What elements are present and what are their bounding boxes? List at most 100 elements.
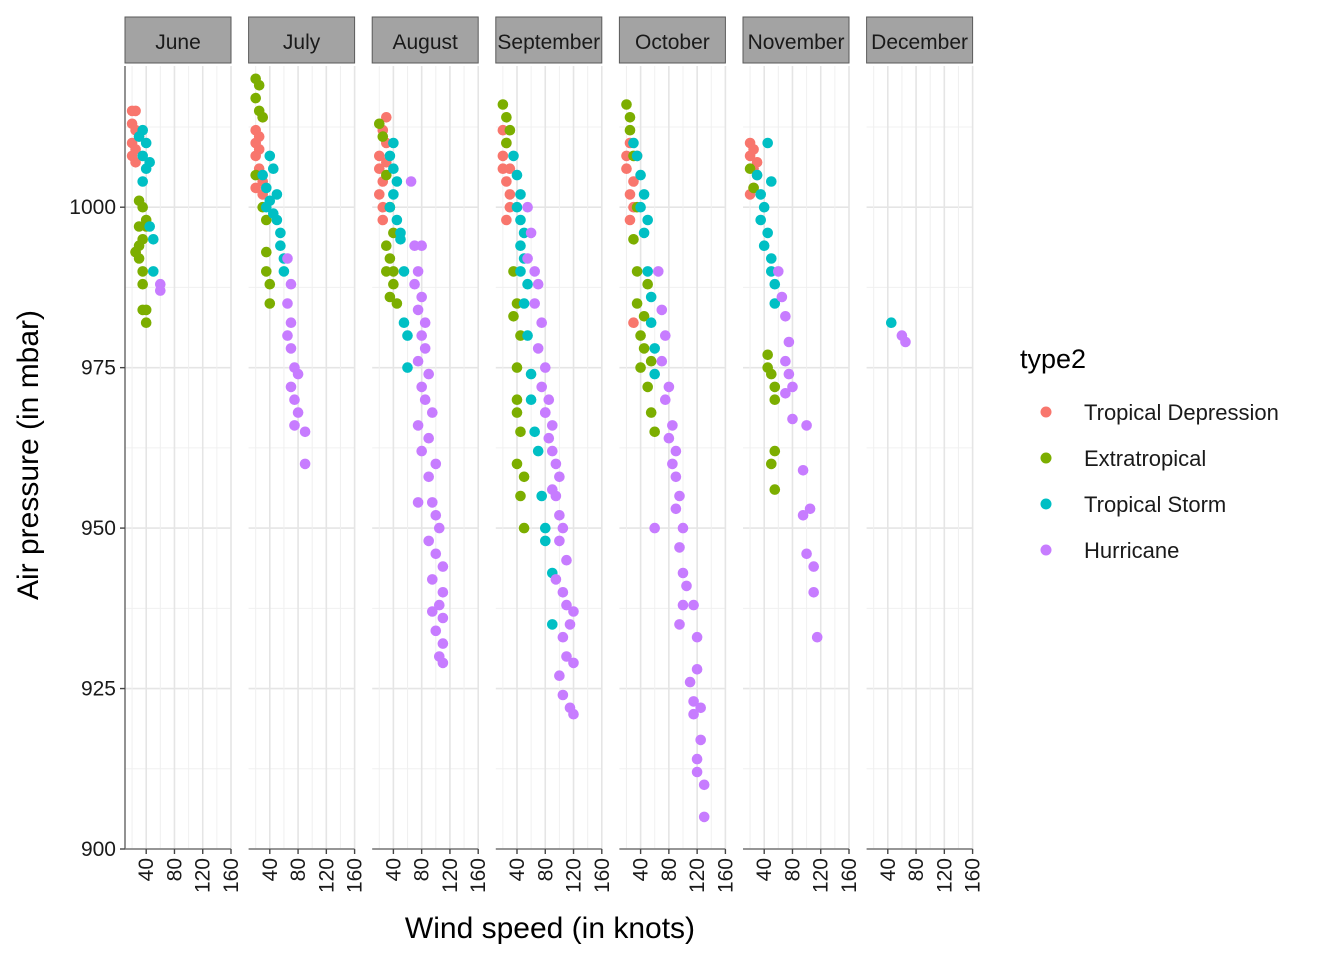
x-tick-label: 120 xyxy=(810,858,833,893)
data-point xyxy=(762,362,773,373)
data-point xyxy=(751,169,763,181)
data-point xyxy=(261,246,272,258)
x-tick-label: 80 xyxy=(905,858,928,881)
data-point xyxy=(504,163,516,174)
strip-background xyxy=(618,16,726,64)
data-point xyxy=(787,381,798,393)
data-point xyxy=(423,432,435,444)
data-point xyxy=(137,266,148,277)
data-point xyxy=(642,381,653,393)
data-point xyxy=(264,278,276,290)
data-point xyxy=(515,266,526,277)
data-point xyxy=(656,355,668,367)
x-tick-label: 160 xyxy=(591,858,614,893)
data-point xyxy=(384,253,396,264)
data-point xyxy=(511,458,523,470)
data-point xyxy=(621,163,632,174)
data-point xyxy=(522,201,533,213)
data-point xyxy=(144,157,155,168)
data-point xyxy=(547,420,558,431)
series-hurricane xyxy=(155,176,911,823)
strip-background xyxy=(248,16,356,64)
data-point xyxy=(155,285,166,296)
data-point xyxy=(419,343,431,354)
data-point xyxy=(430,625,442,637)
y-tick-label: 1000 xyxy=(69,196,116,219)
facet-panel-november: November 40 80 120 160 xyxy=(742,16,861,893)
data-point xyxy=(515,490,526,502)
data-point xyxy=(529,266,540,277)
data-point xyxy=(532,278,544,290)
data-point xyxy=(430,510,442,521)
data-point xyxy=(769,381,781,393)
data-point xyxy=(645,407,657,418)
x-tick-label: 160 xyxy=(714,858,737,893)
data-point xyxy=(688,696,699,707)
data-point xyxy=(511,362,523,373)
data-point xyxy=(384,291,396,303)
y-tick-label: 900 xyxy=(81,838,116,861)
x-tick-label: 40 xyxy=(259,858,282,881)
x-tick-label: 80 xyxy=(781,858,804,881)
data-point xyxy=(797,465,809,476)
x-tick-label: 160 xyxy=(838,858,861,893)
data-point xyxy=(292,368,304,380)
data-point xyxy=(638,311,650,322)
facet-panel-october: October 40 80 120 160 xyxy=(618,16,737,893)
data-point xyxy=(250,150,261,162)
data-point xyxy=(624,189,636,200)
legend-label-extratropical: Extratropical xyxy=(1084,446,1206,471)
strip-label-october: October xyxy=(635,31,710,54)
data-point xyxy=(405,176,417,187)
data-point xyxy=(691,664,703,675)
data-point xyxy=(285,381,297,393)
strip-background xyxy=(371,16,479,64)
data-point xyxy=(508,311,519,322)
data-point xyxy=(638,343,650,354)
data-point xyxy=(416,240,428,251)
data-point xyxy=(388,137,399,149)
data-point xyxy=(797,510,809,521)
data-point xyxy=(635,201,646,213)
data-point xyxy=(278,266,290,277)
data-point xyxy=(547,484,558,495)
y-tick-label: 925 xyxy=(81,678,116,701)
data-point xyxy=(419,394,431,406)
data-point xyxy=(621,99,632,110)
data-point xyxy=(268,163,279,174)
data-point xyxy=(698,811,710,823)
data-point xyxy=(635,330,646,341)
data-point xyxy=(261,214,272,226)
data-point xyxy=(289,394,300,406)
data-point xyxy=(427,407,438,418)
data-point xyxy=(808,587,819,598)
data-point xyxy=(434,599,445,611)
data-point xyxy=(649,368,660,380)
data-point xyxy=(624,214,636,226)
facet-panel-july: July 40 80 120 160 xyxy=(248,16,367,893)
data-point xyxy=(642,214,653,226)
data-point xyxy=(250,182,261,194)
data-point xyxy=(557,522,569,534)
data-point xyxy=(568,657,579,669)
data-point xyxy=(285,317,297,329)
data-point xyxy=(769,394,781,406)
legend-key-extratropical xyxy=(1040,452,1052,464)
data-point xyxy=(628,137,639,149)
data-point xyxy=(691,753,703,765)
legend-key-tropical-depression xyxy=(1040,406,1052,418)
data-point xyxy=(261,201,272,213)
data-point xyxy=(773,266,784,277)
data-point xyxy=(388,278,399,290)
data-point xyxy=(744,163,756,174)
data-point xyxy=(271,214,283,226)
data-point xyxy=(419,317,431,329)
data-point xyxy=(649,343,660,354)
data-point xyxy=(688,708,699,720)
data-point xyxy=(568,606,579,617)
data-point xyxy=(557,587,569,598)
data-point xyxy=(769,278,781,290)
data-point xyxy=(561,651,572,662)
data-point xyxy=(540,407,551,418)
data-point xyxy=(695,702,706,714)
